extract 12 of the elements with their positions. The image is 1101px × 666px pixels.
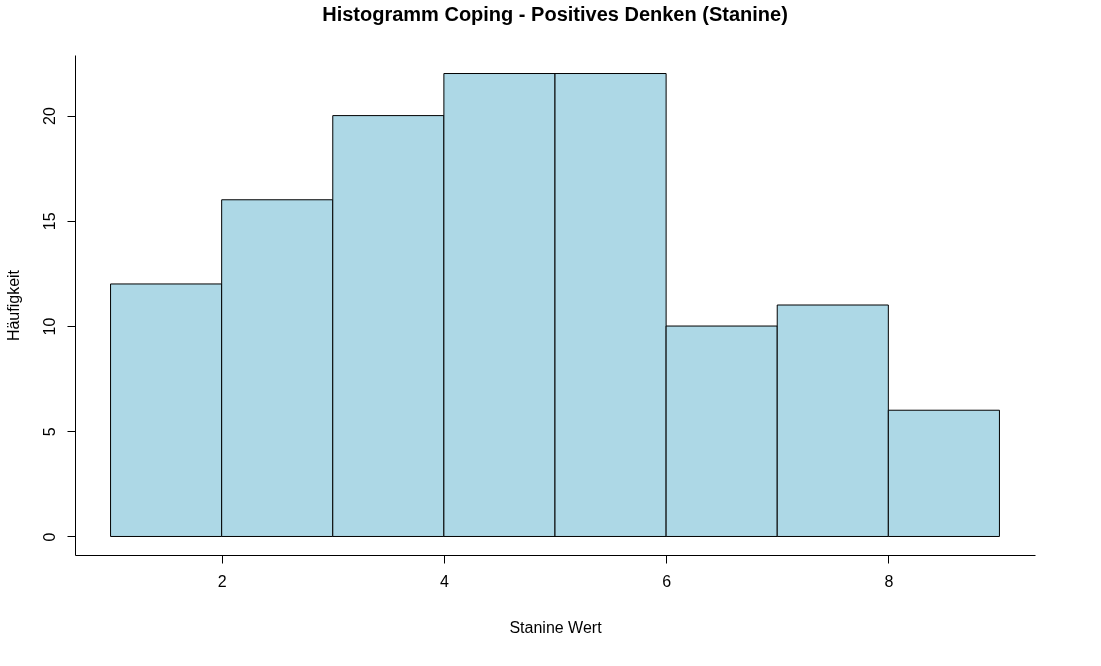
chart-title: Histogramm Coping - Positives Denken (Stanine) — [322, 3, 788, 25]
y-tick-label: 15 — [40, 212, 58, 231]
x-tick-label: 4 — [439, 572, 449, 590]
y-tick-label: 20 — [40, 107, 58, 125]
x-tick-label: 8 — [884, 572, 894, 590]
y-axis-title: Häufigkeit — [4, 269, 22, 342]
y-tick-label: 10 — [40, 317, 58, 336]
x-tick-label: 6 — [662, 572, 672, 590]
x-tick-label: 2 — [217, 572, 227, 590]
y-tick-label: 5 — [40, 427, 58, 437]
x-axis-title: Stanine Wert — [509, 618, 603, 636]
y-tick-label: 0 — [40, 532, 58, 542]
